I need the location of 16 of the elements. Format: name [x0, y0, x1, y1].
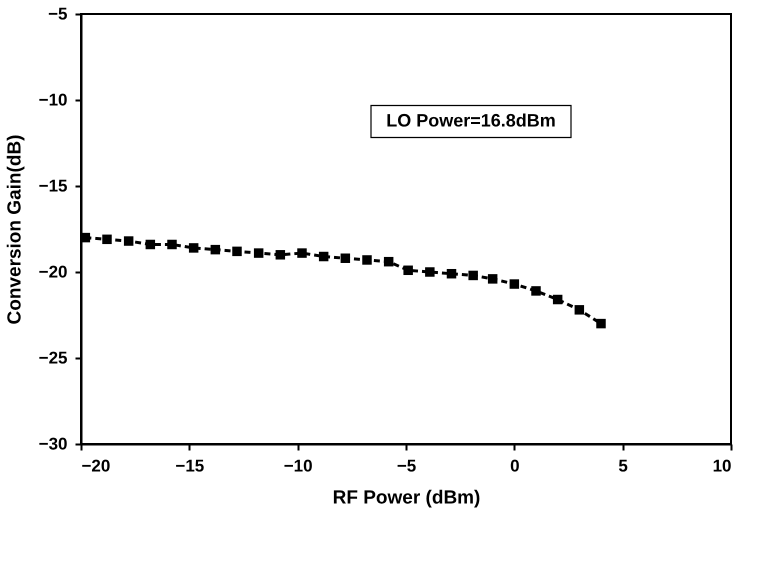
- y-tick-label: −30: [38, 434, 68, 454]
- x-tick-label: 5: [618, 456, 628, 476]
- x-tick-label: −5: [396, 456, 416, 476]
- y-tick-label: −25: [38, 348, 68, 368]
- y-axis-title: Conversion Gain(dB): [4, 134, 26, 325]
- x-tick-label: 10: [712, 456, 732, 476]
- x-tick-label: −20: [82, 456, 110, 476]
- y-tick-label: −15: [38, 176, 68, 196]
- x-axis-title: RF Power (dBm): [332, 488, 480, 508]
- y-tick-label: −10: [38, 90, 68, 110]
- x-tick-label: −10: [284, 456, 313, 476]
- y-tick-label: −20: [38, 262, 68, 282]
- x-tick-label: −15: [175, 456, 204, 476]
- x-tick-label: 0: [510, 456, 520, 476]
- y-tick-label: −5: [48, 4, 68, 24]
- annotation: LO Power=16.8dBm: [386, 110, 556, 130]
